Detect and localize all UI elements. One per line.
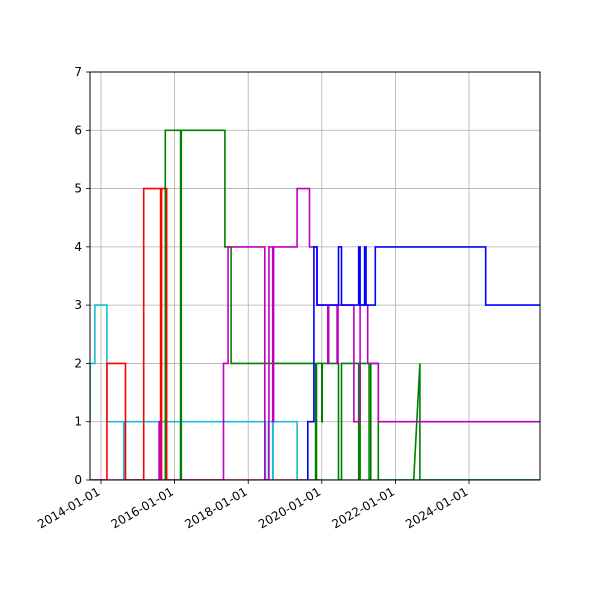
y-axis: 0 1 2 3 4 5 6 7 [74, 65, 90, 487]
data-series [90, 129, 540, 480]
y-tick-label: 1 [74, 415, 82, 429]
series-magenta-line [90, 187, 540, 480]
y-tick-label: 5 [74, 182, 82, 196]
y-tick-label: 3 [74, 298, 82, 312]
plot-frame [89, 71, 541, 481]
y-tick-label: 2 [74, 356, 82, 370]
y-tick-label: 6 [74, 123, 82, 137]
y-tick-label: 7 [74, 65, 82, 79]
y-tick-label: 4 [74, 240, 82, 254]
series-blue-line [306, 246, 540, 480]
series-cyan-line [90, 304, 540, 480]
y-tick-label: 0 [74, 473, 82, 487]
